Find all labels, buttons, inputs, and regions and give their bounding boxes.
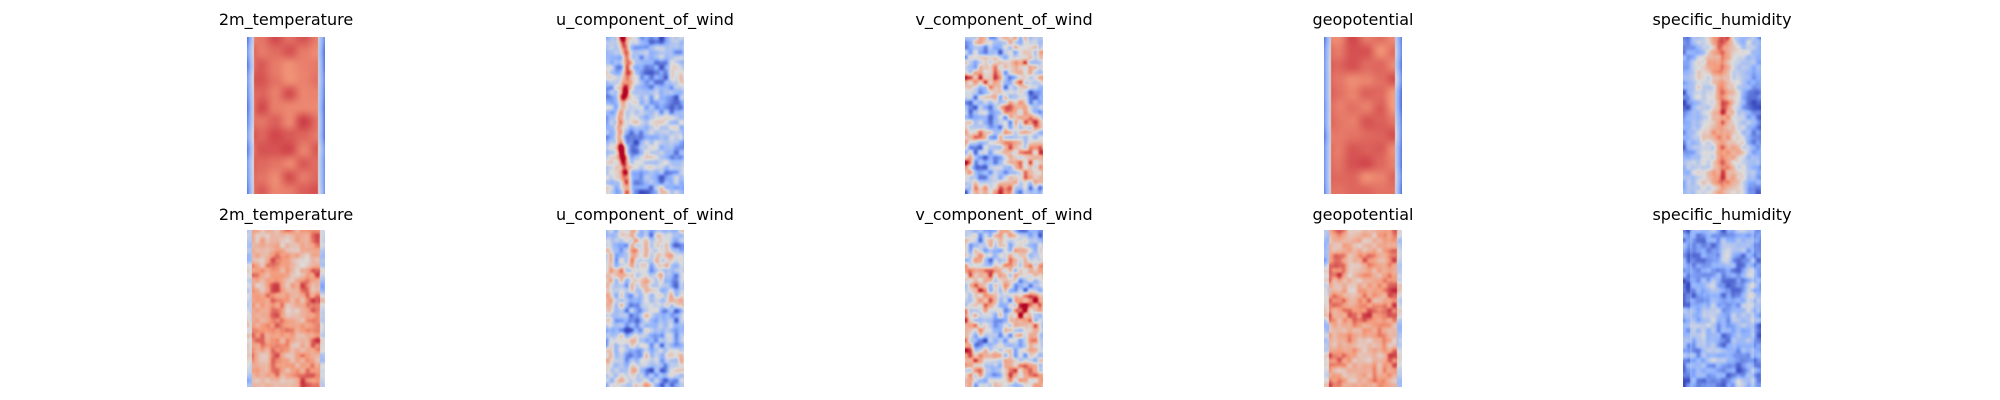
heatmap-canvas <box>1324 230 1402 387</box>
panel-title: v_component_of_wind <box>915 205 1093 224</box>
heatmap-u-component-of-wind-row1 <box>606 37 684 194</box>
heatmap-geopotential-row2 <box>1324 230 1402 387</box>
heatmap-u-component-of-wind-row2 <box>606 230 684 387</box>
panel-title: specific_humidity <box>1652 205 1792 224</box>
panel-title: specific_humidity <box>1652 10 1792 29</box>
heatmap-canvas <box>606 230 684 387</box>
heatmap-canvas <box>1324 37 1402 194</box>
heatmap-v-component-of-wind-row2 <box>965 230 1043 387</box>
panel-title: v_component_of_wind <box>915 10 1093 29</box>
panel-title: u_component_of_wind <box>556 205 734 224</box>
heatmap-canvas <box>965 37 1043 194</box>
heatmap-canvas <box>1683 37 1761 194</box>
heatmap-canvas <box>247 37 325 194</box>
heatmap-canvas <box>965 230 1043 387</box>
heatmap-specific-humidity-row1 <box>1683 37 1761 194</box>
heatmap-canvas <box>247 230 325 387</box>
heatmap-canvas <box>606 37 684 194</box>
heatmap-v-component-of-wind-row1 <box>965 37 1043 194</box>
panel-title: geopotential <box>1312 205 1414 224</box>
heatmap-2m-temperature-row2 <box>247 230 325 387</box>
panel-title: geopotential <box>1312 10 1414 29</box>
panel-title: u_component_of_wind <box>556 10 734 29</box>
heatmap-2m-temperature-row1 <box>247 37 325 194</box>
heatmap-geopotential-row1 <box>1324 37 1402 194</box>
heatmap-canvas <box>1683 230 1761 387</box>
heatmap-specific-humidity-row2 <box>1683 230 1761 387</box>
panel-title: 2m_temperature <box>218 10 354 29</box>
panel-title: 2m_temperature <box>218 205 354 224</box>
